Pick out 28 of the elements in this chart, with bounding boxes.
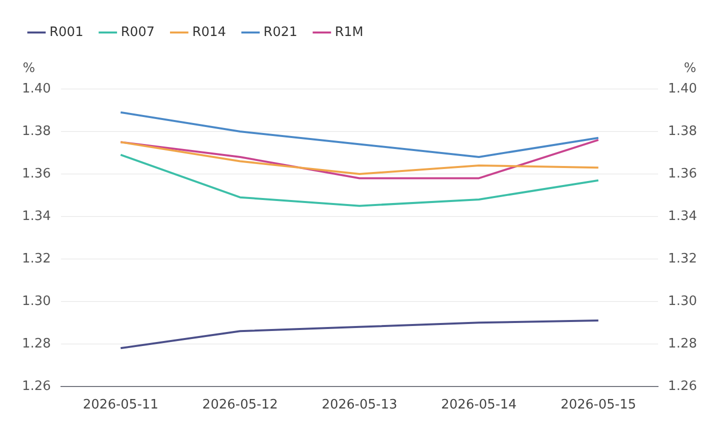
y2-tick-label: 1.28 — [668, 336, 698, 352]
y2-tick-label: 1.30 — [668, 294, 698, 309]
y2-tick-label: 1.36 — [668, 166, 698, 182]
y-tick-label: 1.30 — [22, 294, 51, 309]
y2-tick-label: 1.32 — [668, 251, 698, 266]
y-tick-label: 1.40 — [22, 81, 51, 96]
legend-label: R001 — [50, 24, 84, 40]
x-tick-label: 2026-05-13 — [322, 398, 398, 413]
y-tick-label: 1.34 — [22, 208, 51, 224]
x-tick-label: 2026-05-15 — [560, 398, 636, 413]
x-tick-label: 2026-05-14 — [441, 398, 517, 413]
y2-tick-label: 1.40 — [668, 81, 698, 96]
x-tick-label: 2026-05-11 — [82, 398, 158, 413]
legend-label: R1M — [334, 24, 364, 40]
legend-label: R014 — [192, 24, 226, 40]
y-tick-label: 1.38 — [22, 124, 51, 139]
legend-label: R007 — [120, 24, 155, 40]
x-tick-label: 2026-05-12 — [202, 398, 278, 413]
y2-axis-title: % — [684, 60, 696, 76]
y2-tick-label: 1.26 — [668, 378, 698, 394]
y-tick-label: 1.26 — [22, 378, 51, 394]
y-tick-label: 1.28 — [22, 336, 51, 352]
y2-tick-label: 1.38 — [668, 124, 698, 139]
y2-tick-label: 1.34 — [668, 208, 698, 224]
y-tick-label: 1.36 — [22, 166, 51, 182]
legend-label: R021 — [264, 24, 298, 40]
y-tick-label: 1.32 — [22, 251, 51, 266]
y-axis-title: % — [22, 60, 36, 76]
